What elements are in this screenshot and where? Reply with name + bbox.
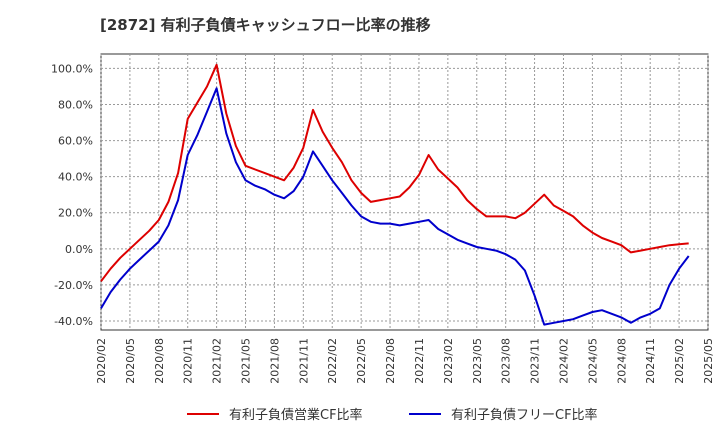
y-tick-label: 80.0% bbox=[58, 99, 93, 112]
x-tick-label: 2020/08 bbox=[153, 338, 166, 384]
x-tick-label: 2020/05 bbox=[124, 338, 137, 384]
x-tick-label: 2020/02 bbox=[95, 338, 108, 384]
x-tick-label: 2021/11 bbox=[297, 338, 310, 384]
x-tick-label: 2023/08 bbox=[500, 338, 513, 384]
legend-label-0: 有利子負債営業CF比率 bbox=[229, 407, 363, 423]
x-tick-label: 2023/05 bbox=[471, 338, 484, 384]
y-tick-label: -20.0% bbox=[54, 279, 93, 292]
y-tick-label: -40.0% bbox=[54, 315, 93, 328]
x-tick-label: 2025/02 bbox=[673, 338, 686, 384]
x-tick-label: 2024/11 bbox=[644, 338, 657, 384]
x-tick-label: 2022/02 bbox=[326, 338, 339, 384]
series-line-1 bbox=[100, 87, 690, 326]
legend-label-1: 有利子負債フリーCF比率 bbox=[451, 407, 598, 423]
x-tick-label: 2025/05 bbox=[702, 338, 715, 384]
y-tick-label: 20.0% bbox=[58, 207, 93, 220]
x-tick-label: 2021/02 bbox=[211, 338, 224, 384]
x-tick-label: 2024/02 bbox=[557, 338, 570, 384]
x-tick-label: 2021/08 bbox=[268, 338, 281, 384]
y-tick-label: 100.0% bbox=[51, 62, 93, 75]
x-tick-label: 2022/11 bbox=[413, 338, 426, 384]
x-tick-label: 2024/05 bbox=[586, 338, 599, 384]
series-line-0 bbox=[100, 63, 689, 282]
y-tick-label: 40.0% bbox=[58, 171, 93, 184]
x-tick-label: 2021/05 bbox=[240, 338, 253, 384]
x-tick-label: 2022/08 bbox=[384, 338, 397, 384]
y-tick-label: 0.0% bbox=[65, 243, 93, 256]
x-tick-label: 2023/11 bbox=[529, 338, 542, 384]
chart-title: [2872] 有利子負債キャッシュフロー比率の推移 bbox=[100, 16, 431, 34]
y-tick-label: 60.0% bbox=[58, 135, 93, 148]
x-tick-label: 2020/11 bbox=[182, 338, 195, 384]
x-tick-label: 2023/02 bbox=[442, 338, 455, 384]
x-tick-label: 2022/05 bbox=[355, 338, 368, 384]
x-tick-label: 2024/08 bbox=[615, 338, 628, 384]
